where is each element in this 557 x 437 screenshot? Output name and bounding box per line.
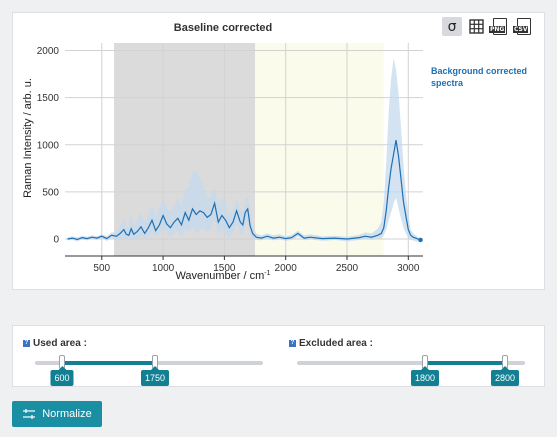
excluded-area-range	[425, 361, 505, 365]
normalize-label: Normalize	[42, 408, 92, 420]
y-axis-label: Raman Intensity / arb. u.	[22, 78, 34, 198]
chart-panel: σ PNG CSV 500 1000 1500 2000 2	[12, 12, 545, 290]
y-tick-label: 500	[42, 187, 59, 198]
y-tick-label: 1000	[37, 140, 60, 151]
area-controls-panel: ? Used area : 600 1750 ? Excluded area :…	[12, 325, 545, 387]
used-area-min-value: 600	[50, 370, 73, 386]
normalize-icon	[22, 408, 36, 420]
y-tick-label: 1500	[37, 93, 60, 104]
x-axis-label: Wavenumber / cm-1	[175, 270, 270, 282]
excluded-area-min-value: 1800	[411, 370, 439, 386]
used-area-max-value: 1750	[141, 370, 169, 386]
excluded-area-label-group: ? Excluded area :	[289, 338, 373, 349]
x-tick-label: 3000	[397, 263, 420, 274]
spectrum-chart: 500 1000 1500 2000 2500 30000500100015002000 …	[13, 13, 544, 289]
excluded-area-slider[interactable]: 1800 2800	[297, 361, 525, 365]
excluded-area-region	[255, 43, 384, 256]
x-tick-label: 1000	[152, 263, 175, 274]
y-tick-label: 2000	[37, 46, 60, 57]
help-icon[interactable]: ?	[289, 340, 296, 347]
used-area-label-group: ? Used area :	[23, 338, 87, 349]
help-icon[interactable]: ?	[23, 340, 30, 347]
x-tick-label: 2000	[275, 263, 298, 274]
used-area-slider[interactable]: 600 1750	[35, 361, 263, 365]
used-area-label: Used area :	[33, 338, 87, 349]
excluded-area-max-value: 2800	[491, 370, 519, 386]
y-tick-label: 0	[53, 235, 59, 246]
chart-title: Baseline corrected	[174, 22, 272, 34]
spectrum-end-point	[418, 238, 422, 242]
excluded-area-label: Excluded area :	[299, 338, 373, 349]
normalize-button[interactable]: Normalize	[12, 401, 102, 427]
legend-series-label[interactable]: Background corrected spectra	[431, 65, 539, 89]
used-area-range	[62, 361, 155, 365]
x-tick-label: 500	[93, 263, 110, 274]
x-tick-label: 2500	[336, 263, 359, 274]
